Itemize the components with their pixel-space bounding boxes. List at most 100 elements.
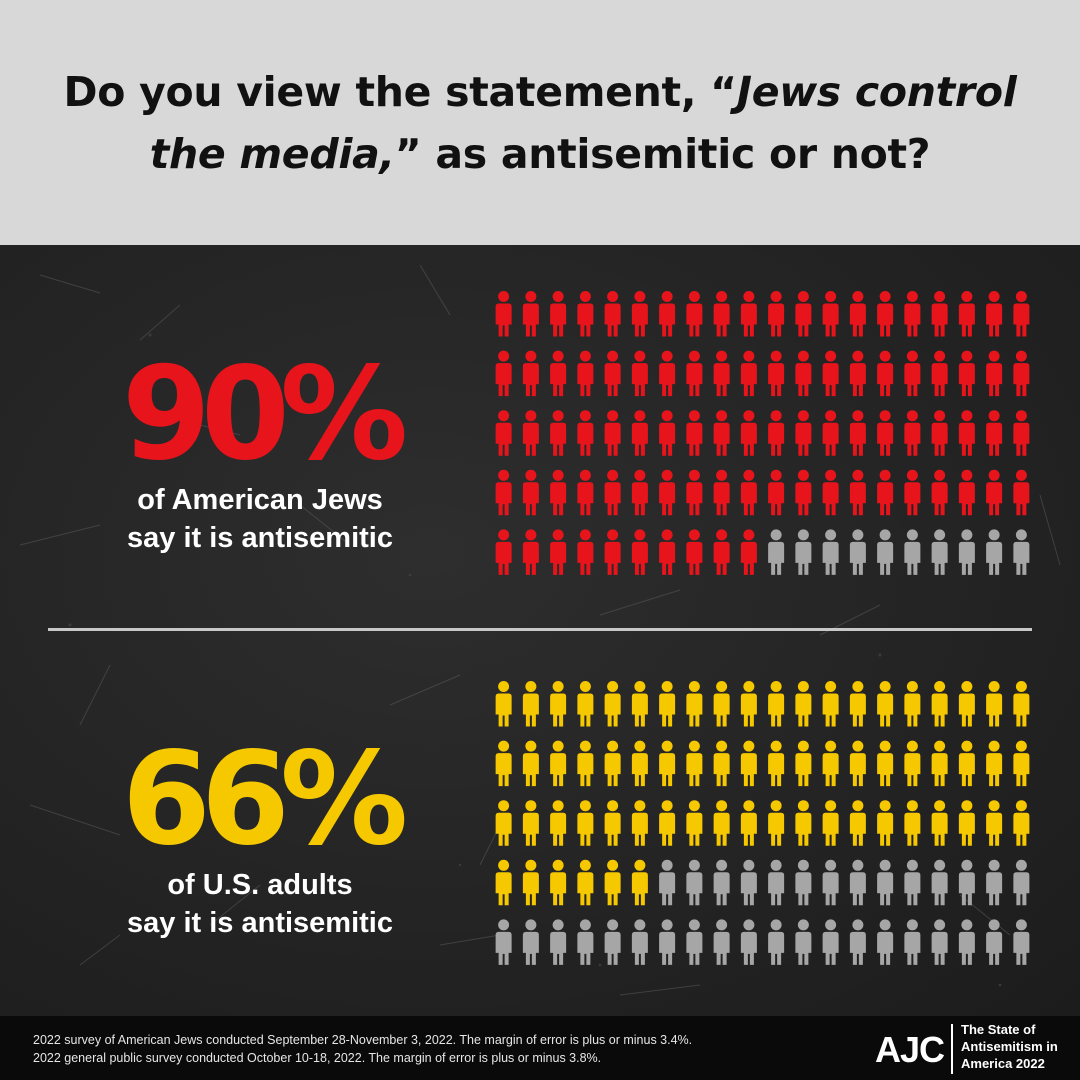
person-icon-filled — [522, 740, 539, 787]
person-icon-filled — [931, 410, 948, 456]
person-icon-filled — [631, 410, 648, 456]
person-icon-filled — [986, 410, 1003, 456]
person-icon-filled — [604, 681, 621, 727]
person-icon-filled — [795, 469, 812, 516]
person-icon-empty — [659, 919, 676, 965]
person-icon-filled — [877, 469, 894, 516]
person-icon-filled — [958, 469, 975, 516]
person-icon-filled — [686, 529, 703, 575]
person-icon-filled — [849, 681, 866, 727]
person-icon-empty — [495, 919, 512, 965]
person-icon-empty — [822, 859, 839, 906]
person-icon-filled — [577, 800, 594, 846]
person-icon-filled — [686, 800, 703, 846]
person-icon-filled — [713, 350, 730, 397]
person-icon-filled — [768, 410, 785, 456]
person-icon-filled — [577, 291, 594, 337]
person-icon-empty — [768, 919, 785, 965]
person-icon-empty — [822, 529, 839, 575]
person-icon-filled — [659, 291, 676, 337]
question-title: Do you view the statement, “Jews control… — [35, 61, 1045, 185]
survey-note-jews: 2022 survey of American Jews conducted S… — [33, 1033, 693, 1047]
person-icon-empty — [877, 919, 894, 965]
person-icon-filled — [795, 681, 812, 727]
person-icon-filled — [522, 350, 539, 397]
question-text-end: ” as antisemitic or not? — [394, 129, 931, 178]
scratch-texture — [19, 264, 1061, 996]
person-icon-filled — [822, 681, 839, 727]
person-icon-filled — [604, 410, 621, 456]
person-icon-filled — [849, 469, 866, 516]
person-icon-empty — [659, 859, 676, 906]
person-icon-empty — [986, 859, 1003, 906]
person-icon-empty — [958, 859, 975, 906]
person-icon-filled — [1013, 740, 1030, 787]
person-icon-filled — [550, 410, 567, 456]
person-icon-filled — [986, 740, 1003, 787]
person-icon-filled — [495, 469, 512, 516]
person-icon-filled — [740, 350, 757, 397]
logo-divider — [951, 1024, 953, 1074]
person-icon-filled — [577, 410, 594, 456]
person-icon-filled — [659, 681, 676, 727]
person-icon-filled — [604, 800, 621, 846]
person-icon-filled — [904, 469, 921, 516]
person-icon-empty — [904, 919, 921, 965]
person-icon-filled — [659, 529, 676, 575]
person-icon-empty — [550, 919, 567, 965]
person-icon-filled — [740, 740, 757, 787]
person-icon-empty — [740, 919, 757, 965]
person-icon-filled — [904, 410, 921, 456]
person-icon-filled — [877, 740, 894, 787]
person-icon-filled — [604, 740, 621, 787]
person-icon-empty — [849, 919, 866, 965]
person-icon-filled — [768, 291, 785, 337]
person-icon-filled — [631, 681, 648, 727]
person-icon-filled — [550, 350, 567, 397]
person-icon-filled — [713, 529, 730, 575]
person-icon-filled — [931, 350, 948, 397]
person-icon-filled — [1013, 469, 1030, 516]
person-icon-filled — [877, 291, 894, 337]
person-icon-filled — [986, 291, 1003, 337]
report-title-line2: Antisemitism in — [961, 1039, 1058, 1054]
person-icon-filled — [522, 529, 539, 575]
person-icon-filled — [631, 350, 648, 397]
person-icon-filled — [931, 800, 948, 846]
person-icon-filled — [550, 291, 567, 337]
question-text-start: Do you view the statement, “ — [63, 67, 738, 116]
person-icon-filled — [1013, 681, 1030, 727]
person-icon-filled — [550, 529, 567, 575]
survey-notes: 2022 survey of American Jews conducted S… — [33, 1031, 692, 1067]
person-icon-filled — [986, 469, 1003, 516]
person-icon-filled — [768, 681, 785, 727]
person-icon-empty — [904, 859, 921, 906]
person-icon-filled — [631, 740, 648, 787]
person-icon-filled — [686, 740, 703, 787]
person-icon-filled — [631, 469, 648, 516]
person-icon-empty — [986, 919, 1003, 965]
person-icon-filled — [550, 800, 567, 846]
person-icon-empty — [631, 919, 648, 965]
person-icon-filled — [522, 800, 539, 846]
person-icon-filled — [686, 681, 703, 727]
person-icon-filled — [1013, 291, 1030, 337]
person-icon-empty — [904, 529, 921, 575]
person-icon-filled — [958, 350, 975, 397]
person-icon-filled — [495, 350, 512, 397]
person-icon-filled — [522, 681, 539, 727]
person-icon-filled — [577, 740, 594, 787]
person-icon-empty — [686, 859, 703, 906]
ajc-logo: AJC — [875, 1029, 945, 1070]
person-icon-filled — [958, 291, 975, 337]
person-icon-empty — [1013, 529, 1030, 575]
person-icon-filled — [577, 529, 594, 575]
person-icon-empty — [931, 919, 948, 965]
person-icon-empty — [522, 919, 539, 965]
person-icon-empty — [768, 529, 785, 575]
person-icon-filled — [495, 859, 512, 906]
person-icon-empty — [1013, 859, 1030, 906]
person-icon-filled — [958, 740, 975, 787]
person-icon-filled — [631, 800, 648, 846]
person-icon-empty — [604, 919, 621, 965]
